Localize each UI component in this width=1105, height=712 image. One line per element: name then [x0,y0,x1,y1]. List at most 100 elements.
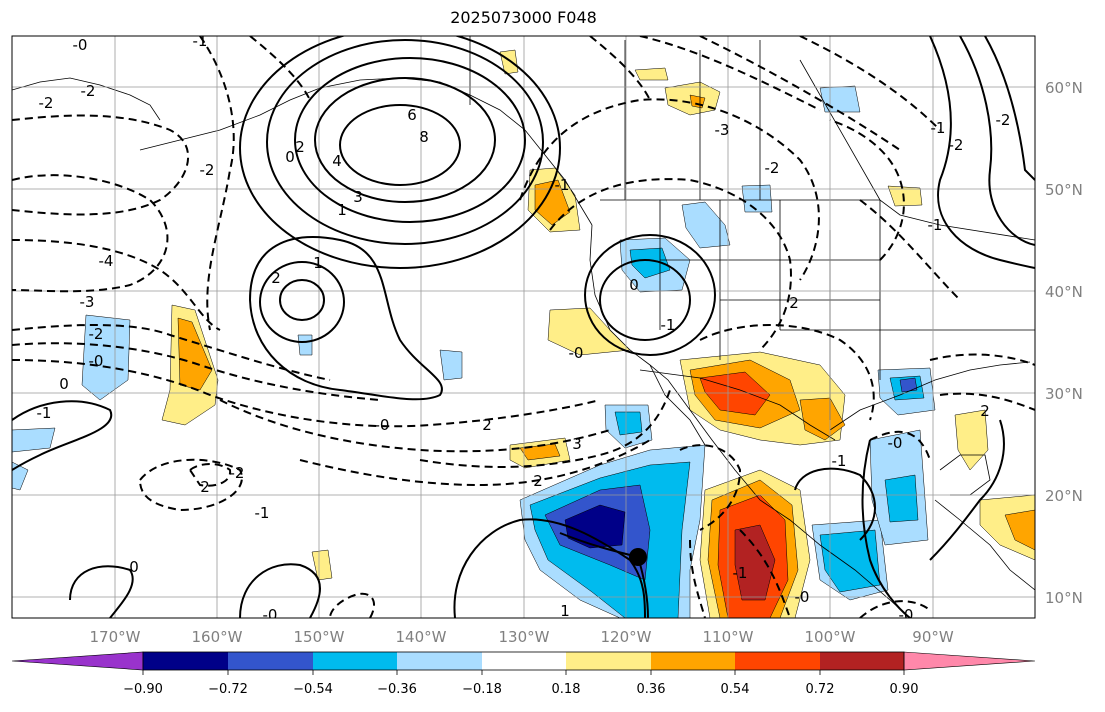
contour-line [419,389,671,468]
contour-label: 2 [200,478,210,496]
contour-label: 1 [560,602,570,620]
lon-label: 90°W [912,628,954,646]
contour-line [739,529,791,618]
contour-line [639,36,821,111]
shade-neg-region [819,529,881,593]
lon-label: 160°W [192,628,243,646]
contour-label: -1 [733,564,748,582]
contour-label: 2 [789,294,799,312]
contour-line [599,259,691,341]
contour-label: 6 [407,106,417,124]
contour-line [339,104,461,186]
shade-pos-region [1004,509,1035,551]
contour-label: -1 [555,176,570,194]
contour-label: -0 [888,434,903,452]
contour-label: 4 [332,152,342,170]
coastline-layer [12,36,1035,618]
contour-label: -3 [715,121,730,139]
contour-line [259,261,345,343]
contour-label: 0 [285,148,295,166]
lon-label: 100°W [805,628,856,646]
contour-line [239,36,561,269]
contour-line [329,592,375,618]
border-province [624,40,881,201]
colorbar-segment [228,652,313,670]
contour-line [929,419,1005,561]
contour-label: 0 [629,276,639,294]
shade-pos-region [634,67,669,81]
contour-line [869,430,931,461]
contour-label: -1 [37,404,52,422]
shade-neg-region [12,461,29,491]
contour-line [239,563,321,618]
lon-label: 140°W [396,628,447,646]
shade-neg-region [439,349,463,381]
coastline-baja [649,364,706,446]
colorbar-tick-label: 0.18 [552,682,581,697]
contour-line [589,36,651,101]
colorbar-tick-label: 0.36 [637,682,666,697]
contour-line [266,39,544,245]
colorbar-segment [397,652,482,670]
contour-label: -0 [73,36,88,54]
shade-pos-region [177,317,213,391]
shade-pos-region [799,397,846,441]
contour-label: 2 [482,416,492,434]
shade-neg-region [741,184,773,213]
lat-label: 60°N [1045,79,1083,97]
lon-label: 150°W [294,628,345,646]
contour-label: 2 [295,138,305,156]
contour-line [279,279,325,321]
colorbar-tick-label: 0.72 [806,682,835,697]
lon-label: 170°W [90,628,141,646]
contour-line [939,392,1035,411]
lat-label: 50°N [1045,181,1083,199]
contour-label: -2 [996,111,1011,129]
colorbar-outline [142,651,905,671]
contour-label: -0 [569,344,584,362]
contour-label: -3 [80,293,95,311]
contour-label: -1 [832,452,847,470]
contour-line [859,199,961,301]
contour-label: 1 [313,254,323,272]
contour-line [12,324,331,381]
lat-label: 20°N [1045,487,1083,505]
contour-label: -2 [81,82,96,100]
contour-line [519,98,820,281]
border-us-canada [600,199,1035,241]
contour-label: 2 [533,472,543,490]
contour-line [294,57,526,223]
colorbar-segment [651,652,735,670]
contour-line [699,36,901,151]
colorbar: −0.90 −0.72 −0.54 −0.36 −0.18 0.18 0.36 … [11,651,1036,697]
contour-line [69,565,134,618]
shade-neg-region [884,474,919,523]
contour-line [929,36,1035,269]
solid-contours [12,36,1035,618]
shade-pos-region [979,494,1035,561]
contour-label: -1 [255,504,270,522]
contour-label: -2 [39,94,54,112]
contour-label: 3 [572,435,582,453]
contour-label: -2 [949,136,964,154]
contour-label: 0 [129,558,139,576]
border-us-mexico [639,369,836,441]
contour-label: -0 [795,588,810,606]
lon-label: 120°W [601,628,652,646]
shaded-anomaly-layer [12,49,1035,618]
shade-neg-region [564,504,626,549]
contour-label: 0 [59,375,69,393]
contour-line [584,234,716,356]
storm-center-marker[interactable] [629,548,647,566]
contour-line [861,439,911,618]
contour-line [929,353,1035,366]
shade-neg-region [297,334,313,356]
colorbar-tick-label: −0.18 [462,682,502,697]
shade-neg-region [81,314,131,401]
lat-label: 10°N [1045,589,1083,607]
shade-pos-region [734,524,776,601]
contour-line [12,239,221,331]
contour-line [689,539,706,618]
shade-pos-region [699,371,771,416]
